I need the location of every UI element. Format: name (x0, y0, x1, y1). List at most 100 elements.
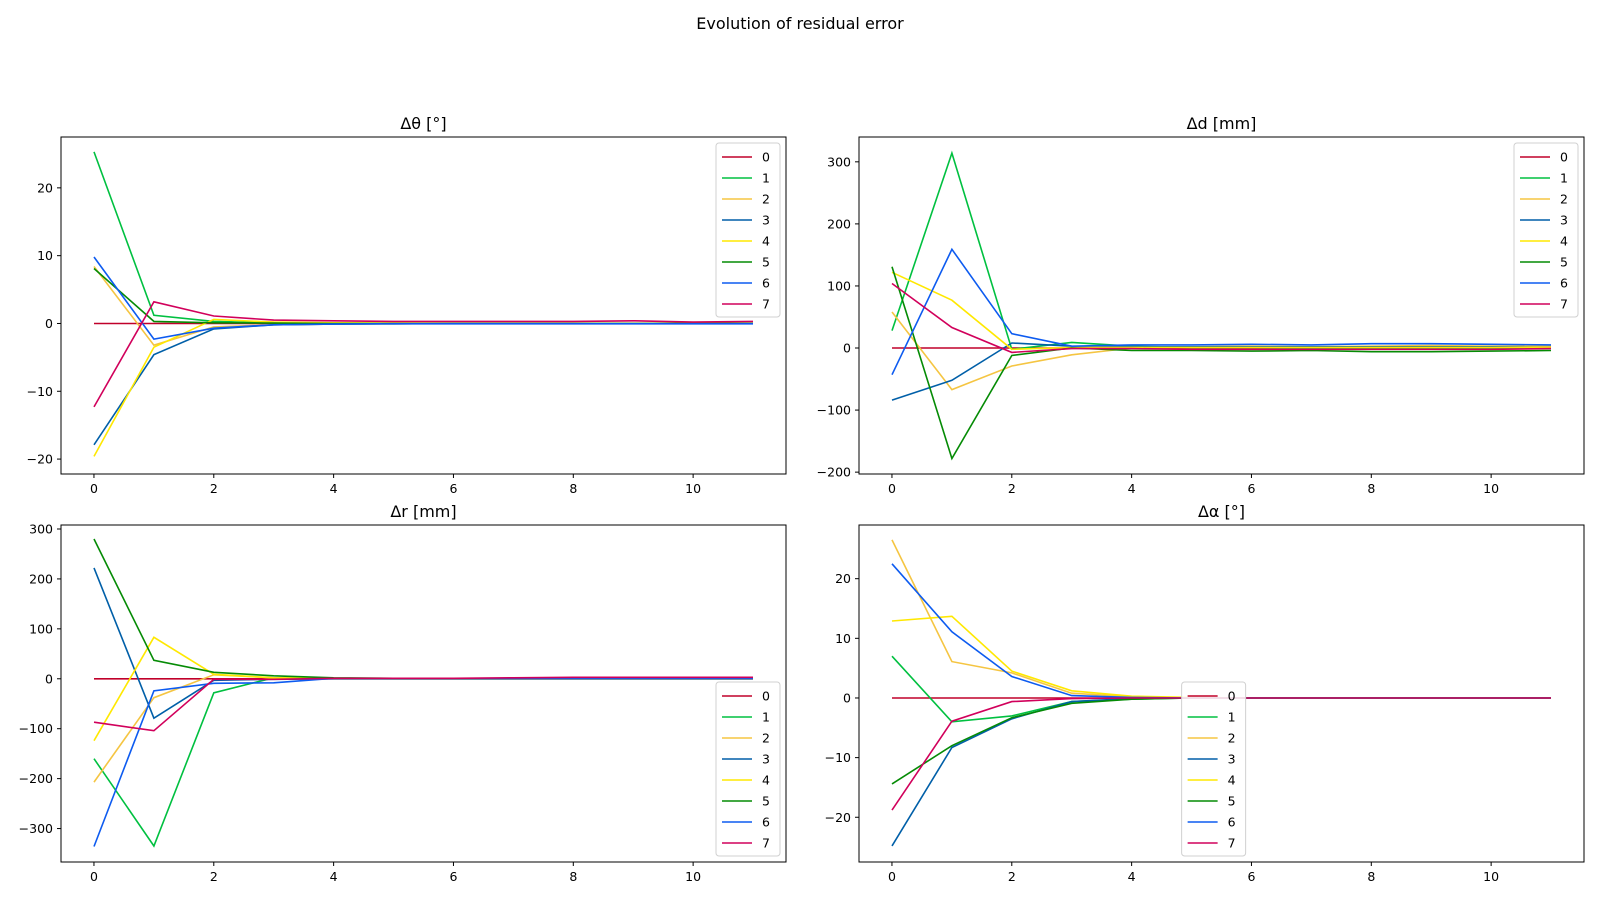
series-line-3 (93, 567, 753, 720)
series-line-1 (93, 676, 753, 848)
series-line-2 (93, 673, 753, 783)
subplot-title: Δα [°] (1198, 502, 1245, 521)
y-tick-label: 200 (29, 571, 53, 586)
y-tick-label: −300 (19, 821, 53, 836)
legend-label-4: 4 (762, 773, 770, 788)
x-tick-label: 10 (1483, 481, 1499, 496)
legend-box (1513, 142, 1579, 318)
legend-label-0: 0 (762, 150, 770, 165)
axes-frame (858, 524, 1585, 863)
subplot-3: Δα [°] 0 2 4 6 8 10 −20 −10 0 10 20 0 1 2 3 4 5 6 7 (825, 502, 1585, 884)
x-tick-label: 0 (888, 869, 896, 884)
legend-label-4: 4 (1560, 234, 1568, 249)
series-line-6 (891, 247, 1552, 376)
y-tick-label: −20 (825, 810, 851, 825)
axes-frame (858, 136, 1585, 475)
legend-label-2: 2 (1228, 731, 1236, 746)
x-tick-label: 6 (1247, 481, 1255, 496)
y-tick-label: −20 (27, 452, 53, 467)
y-tick-label: 20 (37, 180, 53, 195)
y-tick-label: −200 (19, 771, 53, 786)
y-tick-label: 300 (827, 154, 851, 169)
series-line-7 (93, 676, 753, 732)
y-tick-label: 10 (835, 631, 851, 646)
legend-label-7: 7 (1228, 836, 1236, 851)
subplot-1: Δd [mm] 0 2 4 6 8 10 −200 −100 0 100 200 300 0 1 2 3 4 5 6 7 (817, 114, 1585, 496)
series-line-6 (93, 256, 753, 340)
legend-label-1: 1 (762, 710, 770, 725)
x-tick-label: 4 (1128, 481, 1136, 496)
legend-label-0: 0 (1228, 689, 1236, 704)
x-tick-label: 8 (1367, 869, 1375, 884)
series-line-1 (891, 150, 1551, 351)
legend-label-7: 7 (1560, 297, 1568, 312)
legend-label-5: 5 (762, 794, 770, 809)
axes-frame (60, 136, 787, 475)
series-group (93, 538, 753, 848)
axes-frame (60, 524, 787, 863)
series-line-5 (891, 266, 1552, 461)
series-group (891, 150, 1552, 461)
x-tick-label: 8 (569, 481, 577, 496)
legend-label-5: 5 (1560, 255, 1568, 270)
y-tick-label: −100 (19, 721, 53, 736)
x-tick-label: 6 (449, 869, 457, 884)
legend-label-6: 6 (1560, 276, 1568, 291)
series-line-7 (93, 300, 754, 408)
legend-label-2: 2 (762, 192, 770, 207)
x-tick-label: 0 (90, 481, 98, 496)
series-line-6 (891, 563, 1551, 699)
x-tick-label: 2 (210, 869, 218, 884)
figure-title: Evolution of residual error (696, 14, 904, 33)
legend-label-1: 1 (1228, 710, 1236, 725)
x-tick-label: 6 (1247, 869, 1255, 884)
y-tick-label: 20 (835, 571, 851, 586)
legend-label-4: 4 (1228, 773, 1236, 788)
series-line-4 (93, 318, 753, 457)
series-line-6 (93, 677, 753, 847)
series-line-5 (93, 267, 753, 325)
legend-label-1: 1 (1560, 171, 1568, 186)
series-line-1 (93, 151, 753, 325)
subplot-title: Δd [mm] (1187, 114, 1257, 133)
legend-label-5: 5 (762, 255, 770, 270)
x-tick-label: 8 (569, 869, 577, 884)
legend: 0 1 2 3 4 5 6 7 (715, 142, 781, 318)
x-tick-label: 10 (685, 869, 701, 884)
x-tick-label: 8 (1367, 481, 1375, 496)
x-tick-label: 6 (449, 481, 457, 496)
y-tick-label: −10 (27, 384, 53, 399)
legend: 0 1 2 3 4 5 6 7 (1513, 142, 1579, 318)
x-tick-label: 10 (1483, 869, 1499, 884)
legend-label-3: 3 (762, 752, 770, 767)
y-tick-label: 200 (827, 216, 851, 231)
x-tick-label: 10 (685, 481, 701, 496)
legend-label-3: 3 (1228, 752, 1236, 767)
x-tick-label: 2 (210, 481, 218, 496)
y-tick-label: 10 (37, 248, 53, 263)
x-tick-label: 4 (330, 869, 338, 884)
x-tick-label: 2 (1008, 869, 1016, 884)
series-line-4 (93, 636, 753, 742)
legend-label-5: 5 (1228, 794, 1236, 809)
legend-label-7: 7 (762, 297, 770, 312)
series-line-2 (891, 539, 1551, 699)
x-tick-label: 4 (330, 481, 338, 496)
y-tick-label: 0 (45, 671, 53, 686)
x-tick-label: 4 (1128, 869, 1136, 884)
series-line-4 (891, 271, 1551, 351)
y-tick-label: 300 (29, 521, 53, 536)
legend: 0 1 2 3 4 5 6 7 (1181, 681, 1247, 857)
subplot-title: Δθ [°] (400, 114, 446, 133)
x-tick-label: 0 (888, 481, 896, 496)
subplot-title: Δr [mm] (390, 502, 456, 521)
subplot-2: Δr [mm] 0 2 4 6 8 10 −300 −200 −100 0 100 200 300 0 1 2 3… (19, 502, 787, 884)
y-tick-label: 0 (843, 341, 851, 356)
legend-label-4: 4 (762, 234, 770, 249)
y-tick-label: 100 (29, 621, 53, 636)
legend-label-7: 7 (762, 836, 770, 851)
y-tick-label: 100 (827, 278, 851, 293)
legend-box (1181, 681, 1247, 857)
legend-label-6: 6 (762, 815, 770, 830)
